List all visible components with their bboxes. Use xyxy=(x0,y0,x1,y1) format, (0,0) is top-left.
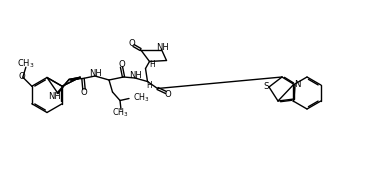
Text: NH: NH xyxy=(156,42,169,51)
Text: NH: NH xyxy=(90,69,102,78)
Text: O: O xyxy=(164,89,171,98)
Text: H: H xyxy=(146,81,152,90)
Text: H: H xyxy=(149,60,155,69)
Text: O: O xyxy=(118,60,125,69)
Text: S: S xyxy=(264,82,269,91)
Text: N: N xyxy=(294,80,301,89)
Text: O: O xyxy=(128,39,135,48)
Text: CH$_3$: CH$_3$ xyxy=(133,92,150,104)
Text: NH: NH xyxy=(130,71,142,80)
Text: CH$_3$: CH$_3$ xyxy=(112,106,129,119)
Text: CH$_3$: CH$_3$ xyxy=(17,57,35,70)
Text: NH: NH xyxy=(48,92,61,100)
Text: O: O xyxy=(18,72,25,81)
Text: O: O xyxy=(81,87,87,96)
